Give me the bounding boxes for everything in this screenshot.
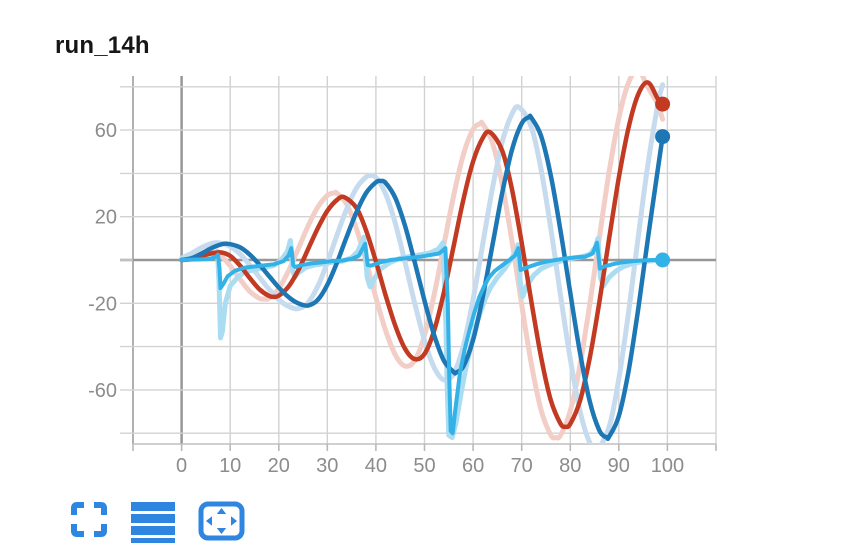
svg-text:20: 20 xyxy=(95,207,117,229)
endpoint-marker-red-smoothed xyxy=(655,96,671,112)
svg-text:100: 100 xyxy=(651,455,684,477)
svg-text:0: 0 xyxy=(176,455,187,477)
endpoint-markers xyxy=(655,96,671,268)
fullscreen-button[interactable] xyxy=(70,501,108,538)
svg-text:60: 60 xyxy=(462,455,484,477)
svg-text:-20: -20 xyxy=(88,293,117,315)
series-cyan-smoothed xyxy=(179,240,665,436)
svg-text:10: 10 xyxy=(219,455,241,477)
pan-button[interactable] xyxy=(198,501,245,541)
svg-text:60: 60 xyxy=(95,120,117,142)
svg-text:50: 50 xyxy=(413,455,435,477)
pan-arrows-icon xyxy=(198,501,245,541)
series-red-smoothed xyxy=(179,80,665,430)
horizontal-lines-icon xyxy=(131,502,175,543)
axis-ticks xyxy=(132,444,717,451)
y-axis-labels: 60 20 -20 -60 xyxy=(88,120,117,402)
svg-text:40: 40 xyxy=(365,455,387,477)
svg-text:30: 30 xyxy=(316,455,338,477)
svg-text:90: 90 xyxy=(608,455,630,477)
x-axis-labels: 0 10 20 30 40 50 60 70 80 90 100 xyxy=(176,455,684,477)
page-title: run_14h xyxy=(55,32,150,59)
endpoint-marker-blue-smoothed xyxy=(655,129,671,145)
toolbar xyxy=(70,501,245,543)
svg-text:70: 70 xyxy=(511,455,533,477)
fullscreen-icon xyxy=(71,502,107,537)
svg-text:20: 20 xyxy=(268,455,290,477)
svg-text:80: 80 xyxy=(559,455,581,477)
runs-list-button[interactable] xyxy=(131,501,175,543)
series-blue-smoothed xyxy=(179,113,665,442)
endpoint-marker-cyan-smoothed xyxy=(655,252,671,268)
series-lines xyxy=(179,76,666,444)
series-blue-raw xyxy=(179,82,666,444)
svg-text:-60: -60 xyxy=(88,380,117,402)
